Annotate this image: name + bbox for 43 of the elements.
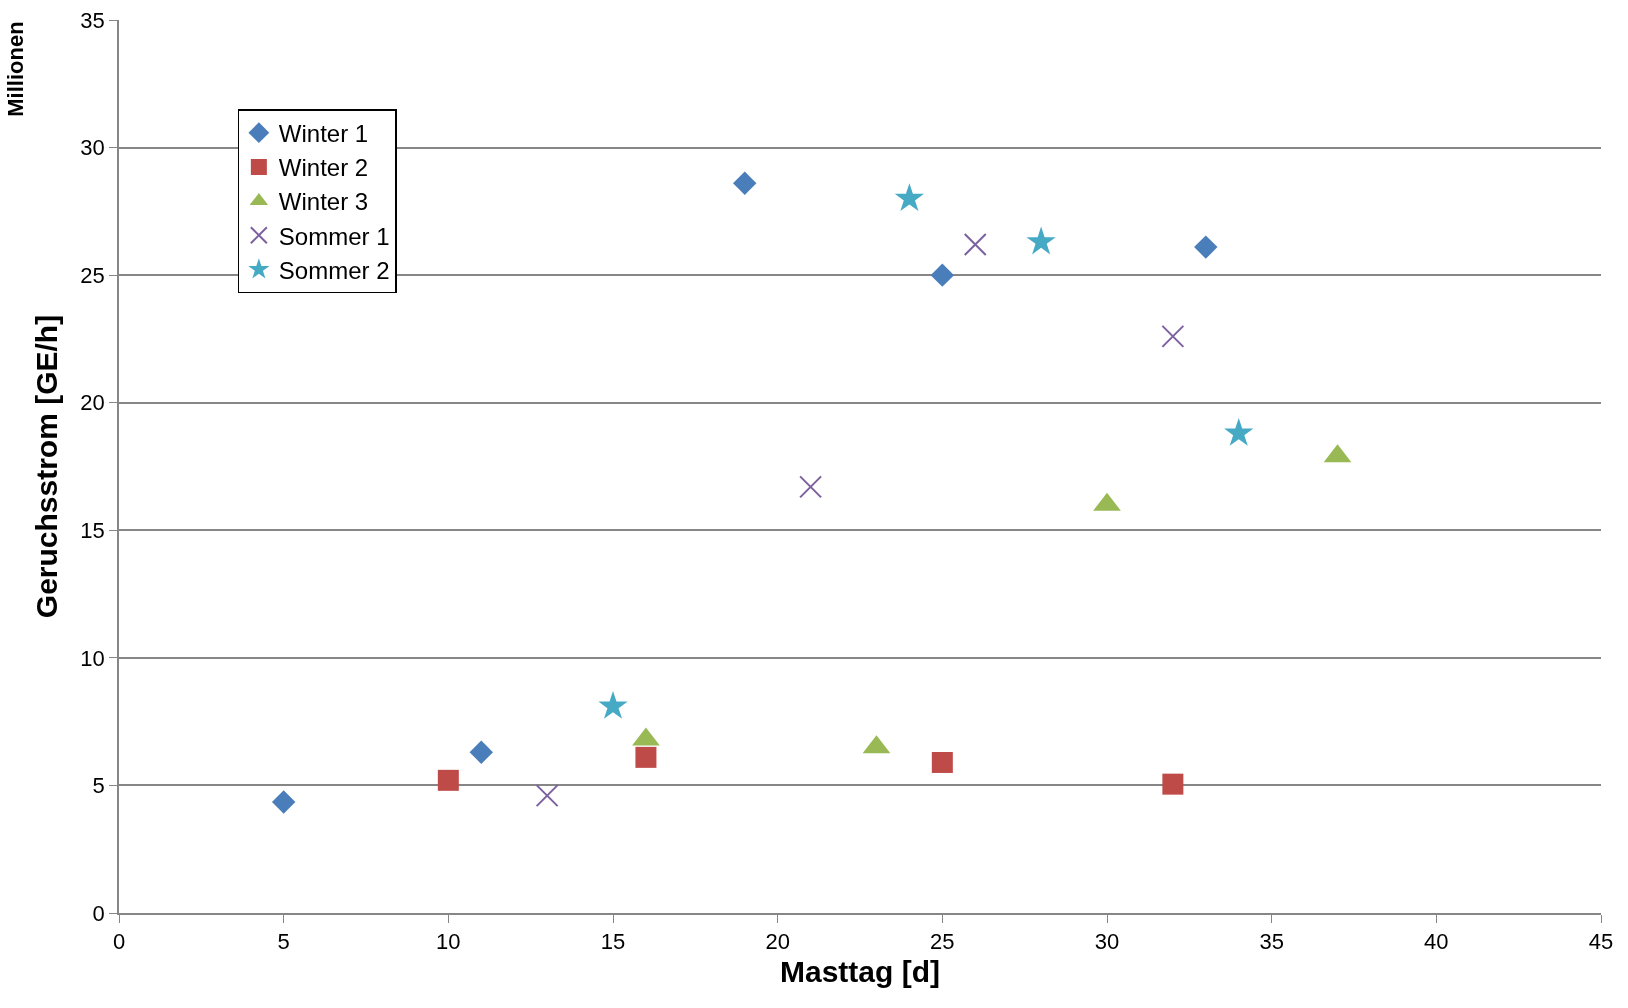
text: Millionen (2, 21, 28, 117)
legend-label: Winter 3 (278, 188, 369, 216)
point (894, 183, 925, 212)
y-tick-label: 5 (92, 773, 105, 799)
x-axis-title: Masttag [d] (780, 955, 940, 989)
x-tick-label: 30 (1094, 929, 1120, 955)
point (1194, 235, 1218, 259)
x-tick-label: 0 (112, 929, 126, 955)
point (598, 690, 628, 719)
x-tick-label: 20 (765, 929, 790, 955)
x-tick-label: 35 (1259, 929, 1284, 955)
x-tick-label: 45 (1588, 929, 1614, 955)
y-tick-label: 15 (80, 517, 105, 543)
point (1162, 773, 1184, 795)
x-tick-label: 5 (277, 929, 290, 955)
point (733, 171, 757, 195)
legend-label: Winter 2 (278, 154, 369, 182)
point (437, 769, 459, 791)
point (930, 263, 955, 287)
point (469, 740, 493, 764)
legend-label: Sommer 2 (278, 256, 390, 284)
x-tick-label: 15 (600, 929, 626, 955)
x-tick-label: 40 (1424, 929, 1449, 955)
x-tick-label: 25 (930, 929, 955, 955)
y-axis-title: Geruchsstrom [GE/h] (29, 314, 63, 619)
point (635, 746, 657, 768)
y-tick-label: 25 (80, 262, 105, 288)
y-tick-label: 35 (80, 7, 105, 33)
point (931, 751, 953, 773)
point (535, 784, 559, 808)
x-tick-label: 10 (436, 929, 461, 955)
legend-label: Sommer 1 (278, 222, 390, 250)
point (1161, 324, 1185, 348)
point (799, 475, 823, 499)
point (271, 790, 296, 814)
point (1026, 226, 1056, 255)
point (963, 233, 987, 257)
y-tick-label: 20 (80, 390, 105, 416)
y-tick-label: 30 (80, 135, 105, 161)
legend-label: Winter 1 (278, 120, 369, 148)
point (1224, 417, 1254, 446)
y-tick-label: 10 (80, 645, 105, 671)
y-tick-label: 0 (92, 900, 105, 926)
